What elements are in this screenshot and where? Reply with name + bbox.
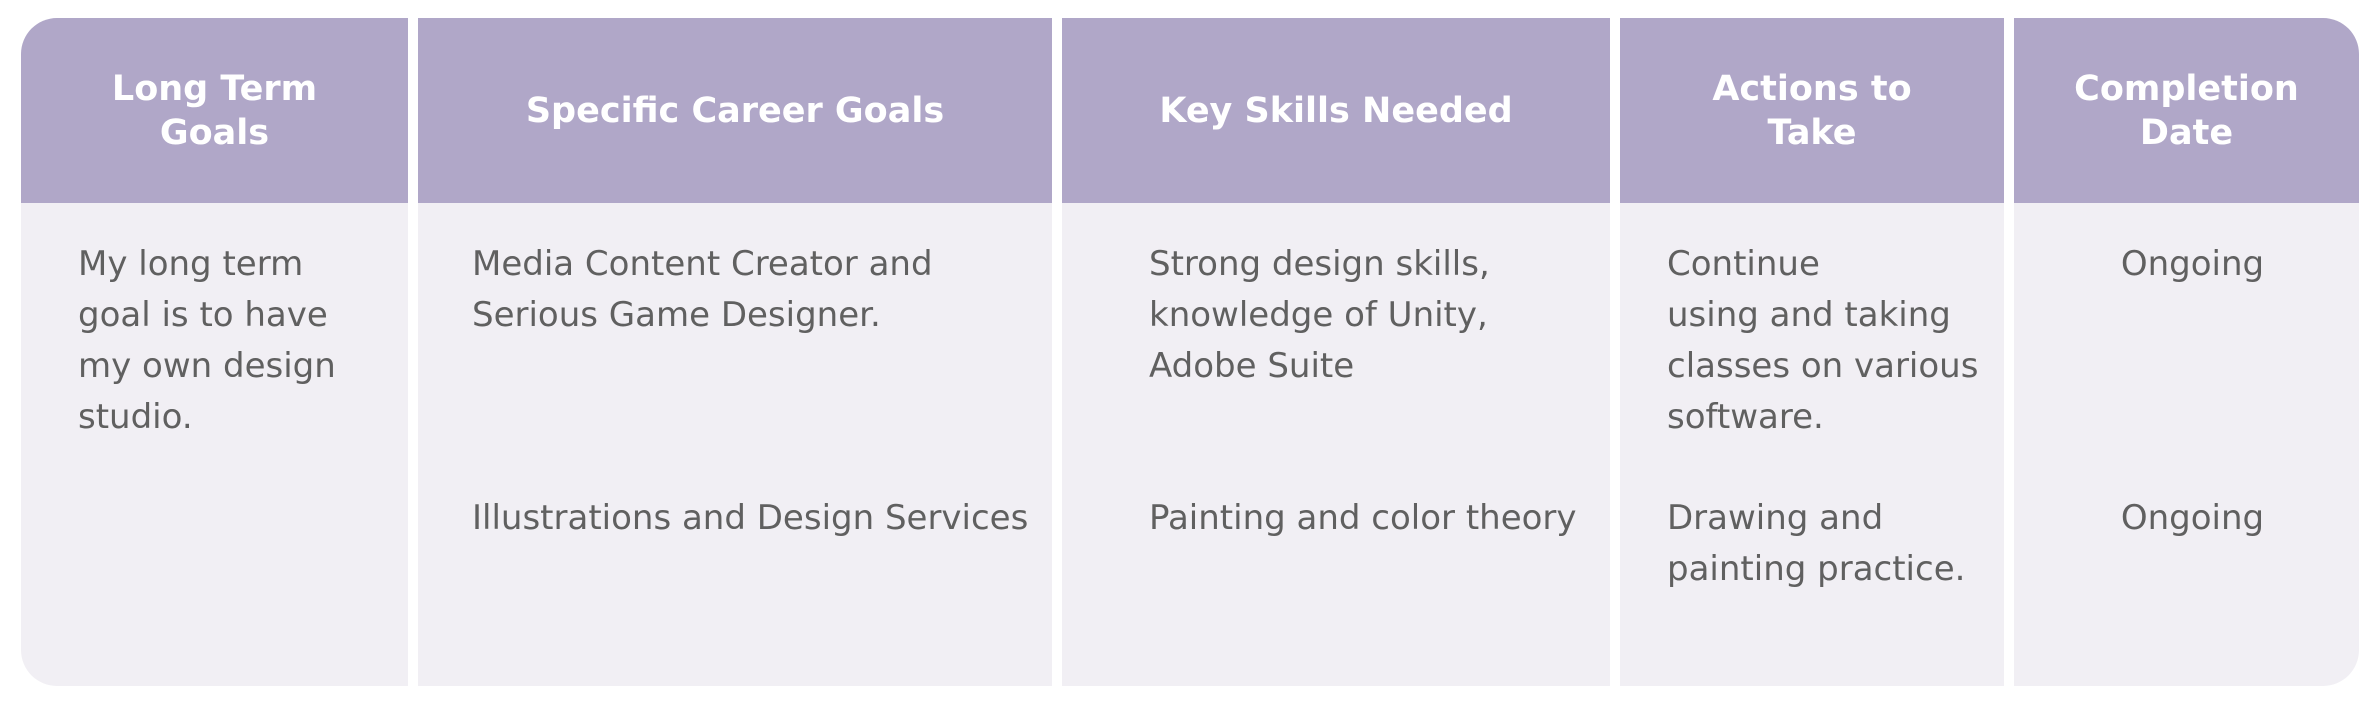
actions-row-2: Drawing and painting practice. bbox=[1667, 498, 1966, 589]
column-actions-to-take: Actions to Take Continue using and takin… bbox=[1620, 18, 2004, 686]
header-long-term-goals-label: Long Term Goals bbox=[111, 68, 318, 153]
specific-career-goal-row-2: Illustrations and Design Services bbox=[472, 498, 1029, 538]
column-long-term-goals: Long Term Goals My long term goal is to … bbox=[21, 18, 408, 686]
actions-row-1: Continue using and taking classes on var… bbox=[1667, 244, 1979, 437]
header-specific-career-goals: Specific Career Goals bbox=[418, 18, 1052, 203]
header-key-skills-needed: Key Skills Needed bbox=[1062, 18, 1610, 203]
completion-date-row-1: Ongoing bbox=[2120, 244, 2265, 284]
header-specific-career-goals-label: Specific Career Goals bbox=[525, 90, 945, 131]
header-completion-date-label: Completion Date bbox=[2074, 68, 2299, 153]
specific-career-goal-row-1: Media Content Creator and Serious Game D… bbox=[472, 244, 933, 335]
cells-specific-career-goals: Media Content Creator and Serious Game D… bbox=[418, 203, 1052, 686]
header-long-term-goals: Long Term Goals bbox=[21, 18, 408, 203]
header-completion-date: Completion Date bbox=[2014, 18, 2359, 203]
cells-actions: Continue using and taking classes on var… bbox=[1620, 203, 2004, 686]
key-skills-row-2: Painting and color theory bbox=[1149, 498, 1577, 538]
key-skills-row-1: Strong design skills, knowledge of Unity… bbox=[1149, 244, 1490, 386]
column-key-skills-needed: Key Skills Needed Strong design skills, … bbox=[1062, 18, 1610, 686]
header-actions-to-take: Actions to Take bbox=[1620, 18, 2004, 203]
cell-long-term-goal: My long term goal is to have my own desi… bbox=[21, 203, 408, 686]
header-key-skills-needed-label: Key Skills Needed bbox=[1159, 90, 1513, 131]
career-goals-table: Long Term Goals My long term goal is to … bbox=[21, 18, 2359, 686]
column-specific-career-goals: Specific Career Goals Media Content Crea… bbox=[418, 18, 1052, 686]
cells-key-skills: Strong design skills, knowledge of Unity… bbox=[1062, 203, 1610, 686]
long-term-goal-text: My long term goal is to have my own desi… bbox=[78, 244, 336, 437]
header-actions-to-take-label: Actions to Take bbox=[1712, 68, 1912, 153]
completion-date-row-2: Ongoing bbox=[2120, 498, 2265, 538]
cells-completion-date: Ongoing Ongoing bbox=[2014, 203, 2359, 686]
column-completion-date: Completion Date Ongoing Ongoing bbox=[2014, 18, 2359, 686]
